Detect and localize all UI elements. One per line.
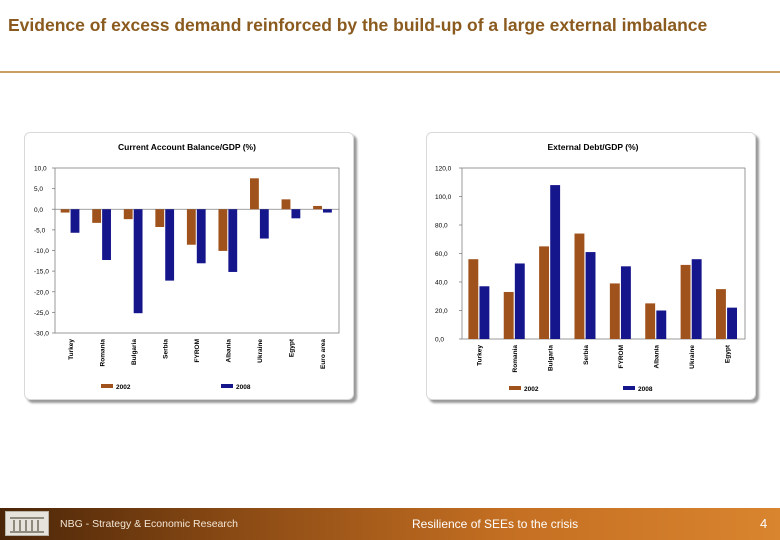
external-debt-legend-swatch-2008: [623, 386, 635, 390]
current-account-bar-2008-euro-area: [323, 209, 332, 213]
external-debt-category-label: Bulgaria: [547, 345, 554, 371]
current-account-legend-label-2002: 2002: [116, 384, 131, 391]
current-account-bar-2002-turkey: [60, 209, 70, 213]
current-account-y-tick-label: -20,0: [34, 289, 49, 296]
current-account-category-label: Turkey: [68, 339, 75, 360]
external-debt-bar-2008-albania: [656, 310, 667, 339]
current-account-bar-2008-serbia: [165, 209, 175, 281]
current-account-y-tick-label: -25,0: [34, 310, 49, 317]
external-debt-bar-2002-ukraine: [680, 264, 691, 339]
current-account-y-tick-label: 0,0: [34, 207, 43, 214]
current-account-y-tick-label: 5,0: [34, 186, 43, 193]
external-debt-legend-swatch-2002: [509, 386, 521, 390]
external-debt-bar-2008-turkey: [479, 286, 490, 339]
external-debt-bar-2002-egypt: [715, 289, 726, 339]
current-account-bar-2002-serbia: [155, 209, 165, 227]
external-debt-bar-2008-ukraine: [691, 259, 702, 339]
current-account-y-tick-label: 10,0: [34, 166, 47, 173]
current-account-bar-2002-bulgaria: [123, 209, 133, 220]
external-debt-legend-label-2002: 2002: [524, 386, 539, 393]
current-account-category-label: Ukraine: [257, 339, 264, 363]
external-debt-bar-2002-serbia: [574, 233, 585, 339]
external-debt-category-label: Turkey: [477, 345, 484, 366]
footer-bar: NBG - Strategy & Economic Research Resil…: [0, 508, 780, 540]
external-debt-category-label: Ukraine: [689, 345, 696, 369]
current-account-y-tick-label: -15,0: [34, 269, 49, 276]
current-account-category-label: FYROM: [194, 339, 201, 362]
external-debt-category-label: Albania: [654, 345, 661, 369]
external-debt-category-label: FYROM: [618, 345, 625, 368]
footer-organization: NBG - Strategy & Economic Research: [60, 518, 238, 530]
current-account-category-label: Bulgaria: [131, 339, 138, 365]
current-account-bar-2008-fyrom: [196, 209, 206, 264]
external-debt-y-tick-label: 120,0: [435, 166, 452, 173]
external-debt-y-tick-label: 20,0: [435, 308, 448, 315]
current-account-category-label: Romania: [99, 339, 106, 367]
current-account-bar-2008-romania: [102, 209, 111, 260]
current-account-category-label: Albania: [226, 339, 233, 363]
current-account-legend-swatch-2008: [221, 384, 233, 388]
external-debt-y-tick-label: 60,0: [435, 251, 448, 258]
external-debt-bar-2008-bulgaria: [550, 185, 561, 339]
external-debt-bar-2002-bulgaria: [539, 246, 550, 339]
current-account-bar-2008-albania: [228, 209, 238, 272]
external-debt-bar-2008-romania: [514, 263, 525, 339]
current-account-chart: Current Account Balance/GDP (%) 10,0 5,0 0,…: [24, 132, 354, 400]
footer-presentation-title: Resilience of SEEs to the crisis: [412, 517, 579, 531]
current-account-title: Current Account Balance/GDP (%): [118, 142, 256, 152]
external-debt-bar-2002-albania: [645, 303, 656, 339]
current-account-bar-2002-egypt: [281, 199, 291, 210]
external-debt-legend-label-2008: 2008: [638, 386, 653, 393]
external-debt-bar-2008-serbia: [585, 252, 596, 339]
current-account-y-tick-label: -5,0: [34, 227, 46, 234]
external-debt-category-label: Egypt: [724, 344, 731, 363]
current-account-bar-2002-albania: [218, 209, 228, 251]
current-account-legend-swatch-2002: [101, 384, 113, 388]
external-debt-title: External Debt/GDP (%): [547, 142, 638, 152]
external-debt-chart: External Debt/GDP (%) 120,0 100,0 80,0 60,0 4…: [426, 132, 756, 400]
current-account-chart-canvas: Current Account Balance/GDP (%) 10,0 5,0 0,…: [34, 142, 340, 391]
external-debt-bar-2002-turkey: [468, 259, 479, 339]
current-account-y-tick-label: -10,0: [34, 248, 49, 255]
external-debt-chart-canvas: External Debt/GDP (%) 120,0 100,0 80,0 60,0 4…: [435, 142, 746, 393]
current-account-bar-2008-egypt: [291, 209, 301, 219]
current-account-category-label: Serbia: [162, 339, 169, 359]
current-account-bar-2008-ukraine: [259, 209, 269, 239]
external-debt-y-tick-label: 40,0: [435, 280, 448, 287]
external-debt-bar-2002-fyrom: [609, 283, 620, 339]
external-debt-bar-2002-romania: [503, 291, 514, 339]
current-account-category-label: Egypt: [289, 338, 296, 357]
slide-title: Evidence of excess demand reinforced by …: [8, 15, 708, 35]
external-debt-y-tick-label: 0,0: [435, 337, 444, 344]
external-debt-y-tick-label: 100,0: [435, 194, 452, 201]
current-account-legend-label-2008: 2008: [236, 384, 251, 391]
external-debt-category-label: Serbia: [583, 345, 590, 365]
current-account-bar-2002-euro-area: [313, 205, 322, 210]
title-divider: [0, 71, 780, 73]
current-account-category-label: Euro area: [320, 339, 327, 369]
current-account-bar-2008-turkey: [70, 209, 80, 233]
page-number: 4: [760, 516, 768, 531]
external-debt-bar-2008-egypt: [727, 307, 737, 339]
current-account-bar-2008-bulgaria: [133, 209, 143, 314]
external-debt-category-label: Romania: [512, 345, 519, 373]
external-debt-bar-2008-fyrom: [620, 266, 631, 339]
current-account-y-tick-label: -30,0: [34, 331, 49, 338]
bank-logo-icon: [5, 511, 49, 536]
current-account-bar-2002-fyrom: [186, 209, 196, 245]
current-account-bar-2002-ukraine: [250, 178, 259, 210]
current-account-bar-2002-romania: [92, 209, 102, 223]
external-debt-y-tick-label: 80,0: [435, 223, 448, 230]
